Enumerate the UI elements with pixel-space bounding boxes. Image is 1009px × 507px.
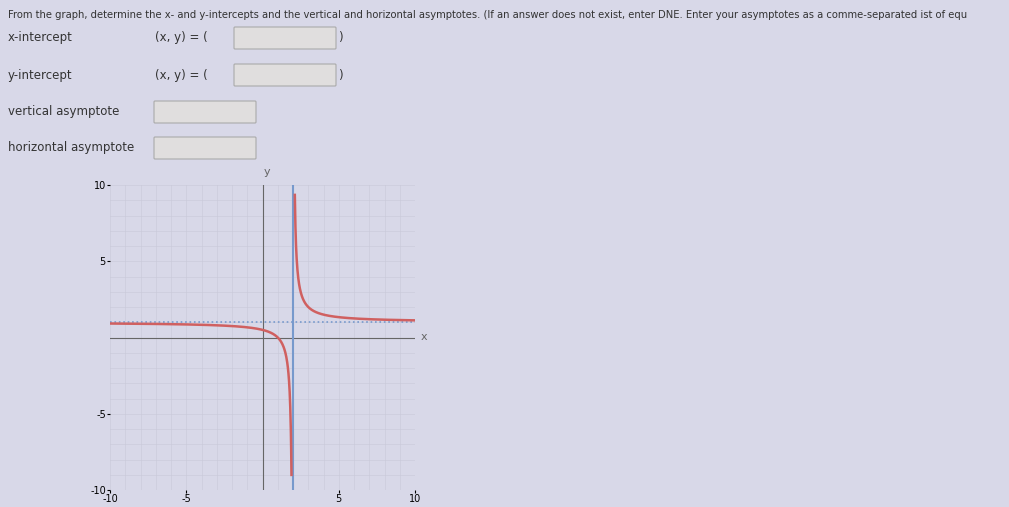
Text: x: x [421,333,428,343]
Text: (x, y) = (: (x, y) = ( [155,68,208,82]
Text: (x, y) = (: (x, y) = ( [155,31,208,45]
FancyBboxPatch shape [154,101,256,123]
Text: From the graph, determine the x- and y-intercepts and the vertical and horizonta: From the graph, determine the x- and y-i… [8,10,967,20]
Text: vertical asymptote: vertical asymptote [8,105,119,119]
Text: horizontal asymptote: horizontal asymptote [8,141,134,155]
FancyBboxPatch shape [234,64,336,86]
Text: x-intercept: x-intercept [8,31,73,45]
Text: ): ) [338,68,343,82]
Text: y: y [263,167,270,177]
FancyBboxPatch shape [154,137,256,159]
FancyBboxPatch shape [234,27,336,49]
Text: y-intercept: y-intercept [8,68,73,82]
Text: ): ) [338,31,343,45]
